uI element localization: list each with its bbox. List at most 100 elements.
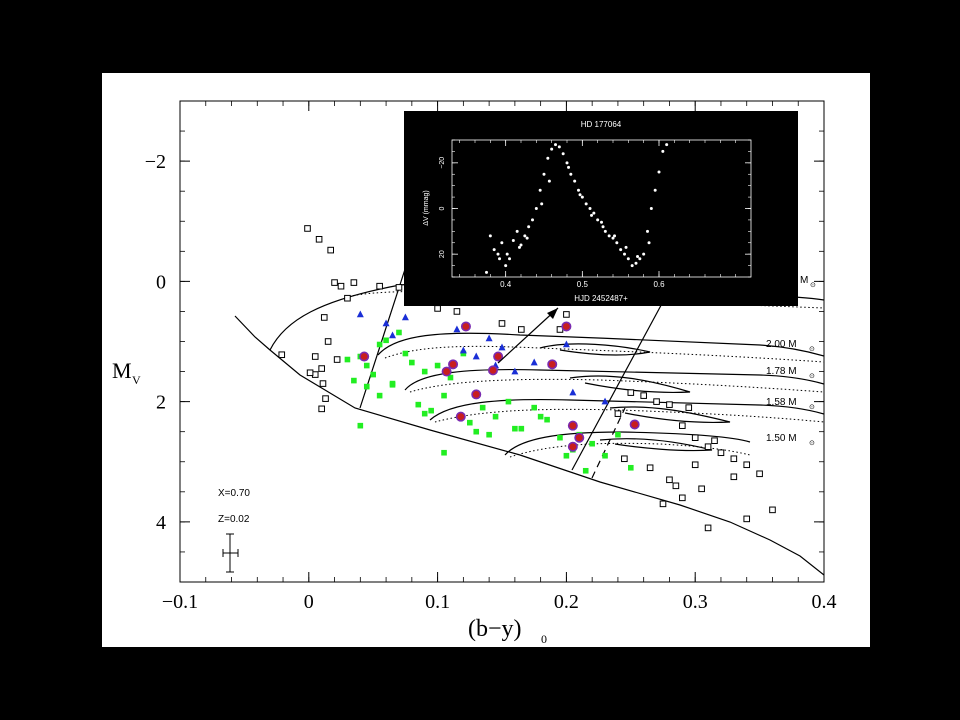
open-square-point [311,353,319,360]
open-square-point [333,356,341,363]
inset-ticks [452,139,751,278]
light-curve-point [554,143,557,147]
light-curve-point [523,234,527,238]
light-curve-point [498,257,502,261]
light-curve-point [550,147,554,151]
open-square-point [319,380,327,387]
track-1-50-loop [599,438,713,452]
green-square-point [615,431,621,438]
track-1-78-dotted [409,378,824,393]
x-tick-label: 0.1 [425,591,450,613]
light-curve-point [642,252,646,256]
green-square-point [537,413,544,420]
track-2-00 [377,332,824,357]
green-square-point [531,404,537,411]
red-circle-point [487,365,498,376]
green-square-point [479,404,486,411]
red-circle-point [359,351,370,362]
open-square-point [322,395,329,402]
mass-label-2-00: 2.00 M [766,339,797,350]
light-curve-point [519,243,523,247]
open-square-point [659,500,667,508]
green-square-point [544,416,550,423]
y-tick-label: 2 [156,392,166,414]
green-square-point [344,356,351,363]
mass-label-2-00-sun: ⊙ [809,346,815,353]
light-curve-point [584,202,588,206]
blue-triangle-point [453,325,461,333]
z-abundance-label: Z=0.02 [218,514,250,525]
blue-triangle-point [401,313,409,321]
light-curve-point [638,257,642,261]
red-circle-point [574,432,585,443]
green-square-point [518,425,525,432]
light-curve-point [505,252,509,256]
blue-triangle-point [569,388,577,396]
inset-data-points [485,143,669,274]
open-square-point [756,470,763,478]
open-square-point [730,473,738,481]
open-square-point [498,320,506,327]
green-square-point [505,398,512,405]
blue-triangle-point [485,334,493,342]
open-square-point [769,506,776,514]
green-square-point [582,467,589,474]
open-square-point [691,434,699,441]
inset-y-tick-label: −20 [439,157,446,169]
axis-titles: M V (b−y) 0 [112,358,547,646]
light-curve-point [611,236,615,240]
inset-x-tick-label: 0.5 [577,280,589,289]
open-square-point [679,494,686,502]
light-curve-point [577,188,580,192]
red-circle-point [455,411,466,422]
light-curve-point [646,229,649,233]
light-curve-point [603,229,607,233]
green-square-point [557,434,563,441]
red-circle-point [561,321,572,332]
inset-tick-labels: 0.4 0.5 0.6 −20 0 20 [439,157,665,289]
green-square-point [376,341,383,348]
y-tick-label: 0 [156,271,166,293]
open-square-point [685,404,693,411]
open-square-point [315,235,323,243]
light-curve-point [546,156,550,160]
green-square-point [409,359,415,366]
light-curve-point [515,229,519,233]
light-curve-point [511,238,515,242]
y-axis-title: M [112,358,132,383]
open-square-point [646,464,654,472]
light-curve-point [565,161,569,165]
inset-pointer-arrowhead [547,308,558,319]
light-curve-point [592,211,596,215]
green-square-point [402,350,409,357]
open-square-point [704,524,712,532]
light-curve-point [596,218,600,222]
track-1-58-dotted [434,408,824,423]
green-square-point [351,377,357,384]
blue-triangle-point [356,310,364,318]
inset-x-tick-label: 0.6 [653,280,665,289]
open-square-point [395,284,403,291]
green-square-point [602,452,608,459]
inset-x-tick-label: 0.4 [500,280,512,289]
inset-y-tick-label: 20 [439,250,446,258]
x-tick-label: 0 [304,591,314,613]
y-tick-label: 4 [156,512,166,534]
light-curve-point [547,179,551,183]
mass-label-1-50: 1.50 M [766,433,797,444]
green-square-point [460,350,467,357]
open-square-point [327,246,334,254]
open-square-point [304,225,311,232]
light-curve-point [557,145,561,149]
blue-triangle-point [601,397,609,405]
light-curve-point [488,234,492,238]
light-curve-point [626,257,630,261]
track-1-50-dotted [509,442,751,458]
green-square-point [357,422,364,429]
open-square-point [653,398,660,405]
green-square-point [415,401,422,408]
green-square-point [421,368,428,375]
light-curve-point [504,264,508,268]
